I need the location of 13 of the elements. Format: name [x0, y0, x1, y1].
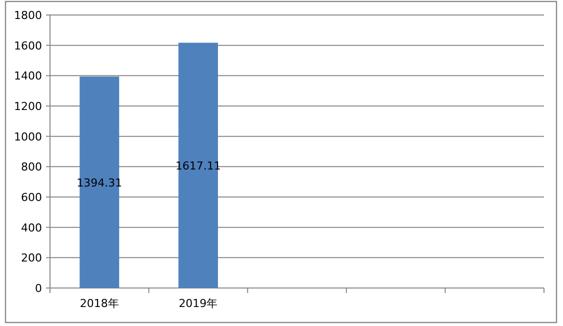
- x-tick-label: 2018年: [80, 297, 119, 310]
- y-tick-label: 800: [21, 160, 42, 174]
- y-tick-label: 600: [21, 191, 42, 204]
- y-tick-label: 1400: [14, 70, 42, 83]
- y-tick-label: 0: [35, 282, 42, 295]
- data-label: 1617.11: [175, 159, 221, 172]
- y-tick-label: 1200: [14, 100, 42, 113]
- y-tick-label: 1600: [14, 39, 42, 52]
- y-tick-label: 200: [21, 252, 42, 265]
- y-tick-label: 400: [21, 221, 42, 234]
- x-tick-label: 2019年: [178, 297, 218, 310]
- y-tick-label: 1800: [14, 9, 42, 22]
- y-tick-label: 1000: [14, 130, 42, 144]
